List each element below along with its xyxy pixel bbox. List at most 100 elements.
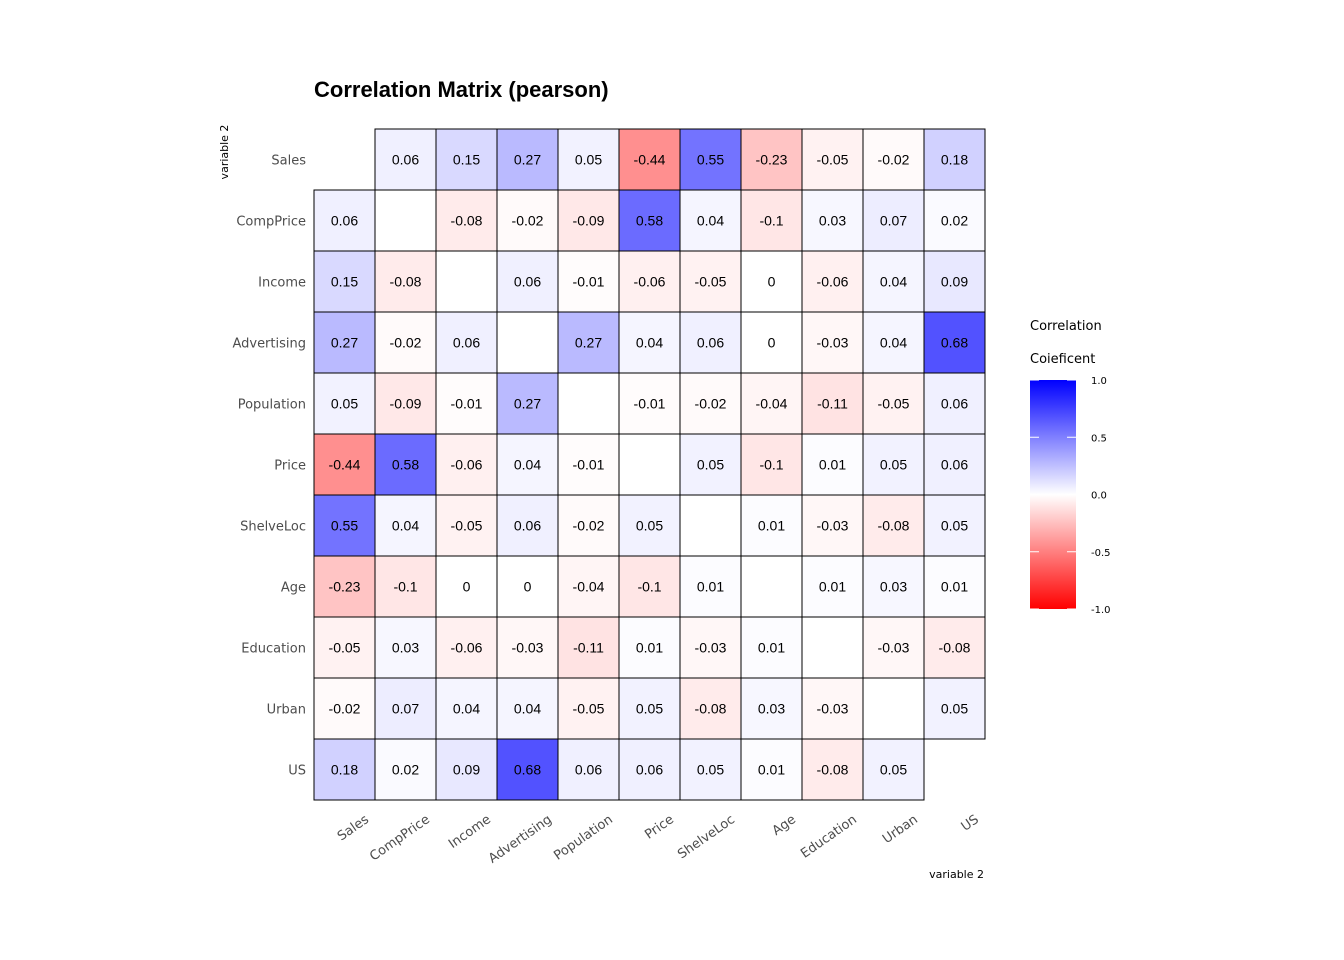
cell-value-ShelveLoc-Advertising: 0.06 <box>514 518 541 534</box>
heatmap-cell-ShelveLoc-Age <box>740 494 803 557</box>
cell-value-Price-Sales: -0.44 <box>329 457 361 473</box>
heatmap-cell-Price-ShelveLoc <box>679 433 742 496</box>
y-tick-label-Population: Population <box>238 398 306 413</box>
legend-title-line-1: Correlation <box>1030 319 1102 334</box>
cell-value-ShelveLoc-Urban: -0.08 <box>878 518 910 534</box>
heatmap-cell-Advertising-ShelveLoc <box>679 311 742 374</box>
heatmap-cell-Education-Advertising <box>496 616 559 679</box>
x-tick-label-Age: Age <box>770 812 799 839</box>
cell-value-Income-Population: -0.01 <box>573 274 605 290</box>
legend-tick-label: -0.5 <box>1091 548 1111 559</box>
x-tick-label-Income: Income <box>446 812 494 852</box>
x-tick-label-CompPrice: CompPrice <box>367 812 433 864</box>
heatmap-cell-US-Population <box>557 738 620 801</box>
cell-value-Education-Advertising: -0.03 <box>512 640 544 656</box>
y-tick-label-Advertising: Advertising <box>232 337 306 352</box>
heatmap-cell-Education-Income <box>435 616 498 679</box>
cell-value-US-Income: 0.09 <box>453 762 480 778</box>
heatmap-cell-Income-CompPrice <box>374 250 437 313</box>
heatmap-cell-Urban-ShelveLoc <box>679 677 742 740</box>
cell-value-Population-Income: -0.01 <box>451 396 483 412</box>
cell-value-Sales-US: 0.18 <box>941 152 968 168</box>
cell-value-Urban-Age: 0.03 <box>758 701 785 717</box>
heatmap-cell-labels: 0.06 0.15 0.27 0.05 -0.44 0.55 -0.23 -0.05 -0.02… <box>329 152 971 778</box>
cell-value-Income-CompPrice: -0.08 <box>390 274 422 290</box>
heatmap-cell-Population-CompPrice <box>374 372 437 435</box>
cell-value-ShelveLoc-Age: 0.01 <box>758 518 785 534</box>
heatmap-cell-Advertising-Sales <box>313 311 376 374</box>
heatmap-cell-Population-US <box>923 372 986 435</box>
cell-value-Education-Age: 0.01 <box>758 640 785 656</box>
cell-value-Sales-Advertising: 0.27 <box>514 152 541 168</box>
heatmap-cell-US-CompPrice <box>374 738 437 801</box>
cell-value-Income-Education: -0.06 <box>817 274 849 290</box>
x-tick-label-Education: Education <box>798 812 860 861</box>
heatmap-cell-Age-Urban <box>862 555 925 618</box>
y-axis-tick-labels: Sales CompPrice Income Advertising Populatio… <box>232 154 306 779</box>
heatmap-cell-Age-ShelveLoc <box>679 555 742 618</box>
heatmap-cell-Urban-Education <box>801 677 864 740</box>
cell-value-Sales-Education: -0.05 <box>817 152 849 168</box>
cell-value-Sales-Urban: -0.02 <box>878 152 910 168</box>
cell-value-Income-Age: 0 <box>768 274 776 290</box>
cell-value-Education-Sales: -0.05 <box>329 640 361 656</box>
cell-value-ShelveLoc-Population: -0.02 <box>573 518 605 534</box>
heatmap-cell-Education-Population <box>557 616 620 679</box>
heatmap-cell-Population-ShelveLoc <box>679 372 742 435</box>
x-tick-label-Population: Population <box>551 812 616 863</box>
x-tick-label-Advertising: Advertising <box>486 812 555 866</box>
heatmap-cell-Population-Income <box>435 372 498 435</box>
cell-value-Price-CompPrice: 0.58 <box>392 457 419 473</box>
cell-value-Age-Urban: 0.03 <box>880 579 907 595</box>
heatmap-cell-Urban-Sales <box>313 677 376 740</box>
cell-value-US-CompPrice: 0.02 <box>392 762 419 778</box>
heatmap-cell-Education-CompPrice <box>374 616 437 679</box>
heatmap-cell-CompPrice-US <box>923 189 986 252</box>
heatmap-cell-US-Age <box>740 738 803 801</box>
cell-value-Income-ShelveLoc: -0.05 <box>695 274 727 290</box>
y-tick-label-CompPrice: CompPrice <box>236 215 306 230</box>
heatmap-cell-Income-Age <box>740 250 803 313</box>
legend-ticks: 1.0 0.5 0.0 -0.5 -1.0 <box>1030 376 1111 616</box>
cell-value-CompPrice-Education: 0.03 <box>819 213 846 229</box>
cell-value-Price-US: 0.06 <box>941 457 968 473</box>
heatmap-cell-Price-Advertising <box>496 433 559 496</box>
y-tick-label-Sales: Sales <box>271 154 306 169</box>
heatmap-cell-US-Urban <box>862 738 925 801</box>
cell-value-Price-Advertising: 0.04 <box>514 457 541 473</box>
heatmap-cell-Advertising-Income <box>435 311 498 374</box>
y-tick-label-Income: Income <box>258 276 306 291</box>
heatmap-cell-Income-Sales <box>313 250 376 313</box>
heatmap-cells <box>313 128 986 801</box>
heatmap-cell-CompPrice-Education <box>801 189 864 252</box>
color-legend: Correlation Coieficent 1.0 0.5 0.0 -0.5 -1.0 <box>1030 319 1111 616</box>
cell-value-Education-CompPrice: 0.03 <box>392 640 419 656</box>
cell-value-Age-US: 0.01 <box>941 579 968 595</box>
cell-value-Education-Urban: -0.03 <box>878 640 910 656</box>
heatmap-cell-Income-Advertising <box>496 250 559 313</box>
cell-value-CompPrice-Age: -0.1 <box>759 213 783 229</box>
cell-value-CompPrice-Income: -0.08 <box>451 213 483 229</box>
heatmap-cell-Price-Population <box>557 433 620 496</box>
x-tick-label-Urban: Urban <box>880 812 921 847</box>
heatmap-cell-Sales-Advertising <box>496 128 559 191</box>
cell-value-Income-Urban: 0.04 <box>880 274 907 290</box>
heatmap-cell-Population-Age <box>740 372 803 435</box>
cell-value-Urban-Price: 0.05 <box>636 701 663 717</box>
heatmap-cell-US-Education <box>801 738 864 801</box>
cell-value-US-Education: -0.08 <box>817 762 849 778</box>
cell-value-Price-Education: 0.01 <box>819 457 846 473</box>
cell-value-Urban-Sales: -0.02 <box>329 701 361 717</box>
heatmap-cell-US-Advertising <box>496 738 559 801</box>
cell-value-Income-Price: -0.06 <box>634 274 666 290</box>
heatmap-cell-US-ShelveLoc <box>679 738 742 801</box>
cell-value-Urban-Advertising: 0.04 <box>514 701 541 717</box>
heatmap-cell-CompPrice-Urban <box>862 189 925 252</box>
cell-value-ShelveLoc-Education: -0.03 <box>817 518 849 534</box>
cell-value-Price-Population: -0.01 <box>573 457 605 473</box>
cell-value-Income-Sales: 0.15 <box>331 274 358 290</box>
heatmap-cell-Sales-Income <box>435 128 498 191</box>
cell-value-Urban-Education: -0.03 <box>817 701 849 717</box>
